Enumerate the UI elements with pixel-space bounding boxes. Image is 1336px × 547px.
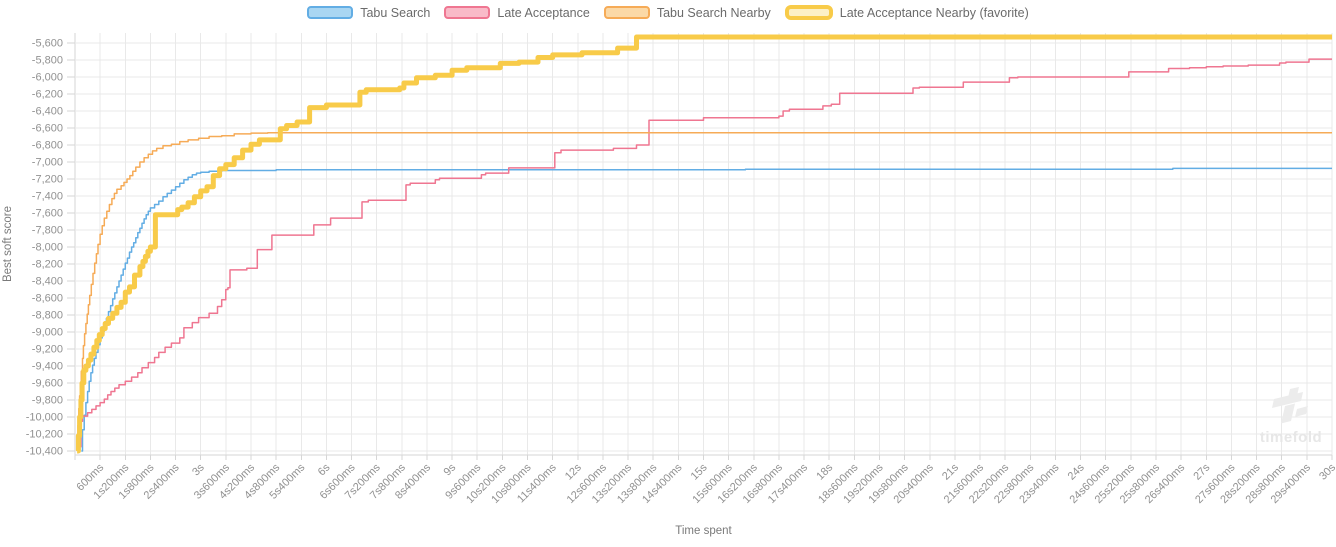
legend-label: Tabu Search Nearby <box>656 5 771 20</box>
svg-text:-8,600: -8,600 <box>32 293 63 305</box>
svg-text:-5,600: -5,600 <box>32 38 63 50</box>
series-line-tabu-search <box>81 167 1332 452</box>
legend-swatch-tabu-search <box>307 6 354 19</box>
chart-legend: Tabu Search Late Acceptance Tabu Search Ne… <box>0 5 1336 20</box>
svg-text:-9,800: -9,800 <box>32 395 63 407</box>
svg-text:-9,400: -9,400 <box>32 361 63 373</box>
svg-text:12s: 12s <box>563 461 584 482</box>
svg-text:18s: 18s <box>814 461 835 482</box>
svg-text:-5,800: -5,800 <box>32 55 63 67</box>
svg-text:-8,400: -8,400 <box>32 276 63 288</box>
svg-text:3s: 3s <box>190 461 207 478</box>
series-line-late-acceptance-nearby-favorite <box>75 34 1332 454</box>
svg-text:9s: 9s <box>442 461 459 478</box>
svg-text:-10,200: -10,200 <box>26 429 63 441</box>
svg-text:21s: 21s <box>940 461 961 482</box>
svg-text:-7,600: -7,600 <box>32 208 63 220</box>
svg-text:-9,000: -9,000 <box>32 327 63 339</box>
svg-text:-6,200: -6,200 <box>32 89 63 101</box>
legend-item-tabu-search[interactable]: Tabu Search <box>307 6 430 20</box>
svg-text:6s: 6s <box>316 461 333 478</box>
grid-lines <box>67 33 1333 460</box>
legend-item-late-acceptance-nearby-favorite[interactable]: Late Acceptance Nearby (favorite) <box>784 5 1029 20</box>
legend-label: Late Acceptance <box>497 5 590 20</box>
timefold-logo-icon <box>1272 387 1308 424</box>
svg-text:-8,800: -8,800 <box>32 310 63 322</box>
svg-text:27s: 27s <box>1191 461 1212 482</box>
legend-label: Tabu Search <box>360 5 431 20</box>
svg-text:-6,600: -6,600 <box>32 123 63 135</box>
x-axis-title: Time spent <box>675 525 732 537</box>
svg-text:-7,400: -7,400 <box>32 191 63 203</box>
svg-text:-9,200: -9,200 <box>32 344 63 356</box>
svg-text:-10,400: -10,400 <box>26 446 63 458</box>
y-axis-title: Best soft score <box>2 206 14 282</box>
svg-text:-6,000: -6,000 <box>32 72 63 84</box>
svg-text:-6,800: -6,800 <box>32 140 63 152</box>
svg-text:-6,400: -6,400 <box>32 106 63 118</box>
svg-text:-7,000: -7,000 <box>32 157 63 169</box>
legend-swatch-late-acceptance-nearby-favorite <box>784 5 833 20</box>
svg-text:-7,200: -7,200 <box>32 174 63 186</box>
svg-text:-7,800: -7,800 <box>32 225 63 237</box>
svg-text:-8,200: -8,200 <box>32 259 63 271</box>
legend-label: Late Acceptance Nearby (favorite) <box>839 5 1029 20</box>
series-line-late-acceptance <box>79 58 1332 448</box>
svg-text:15s: 15s <box>689 461 710 482</box>
series-line-tabu-search-nearby <box>77 131 1332 448</box>
legend-swatch-tabu-search-nearby <box>603 6 650 19</box>
legend-item-tabu-search-nearby[interactable]: Tabu Search Nearby <box>603 5 771 20</box>
watermark-text: timefold <box>1259 429 1323 446</box>
legend-item-late-acceptance[interactable]: Late Acceptance <box>444 5 590 20</box>
svg-text:-9,600: -9,600 <box>32 378 63 390</box>
svg-text:24s: 24s <box>1066 461 1087 482</box>
y-axis-labels: -5,600 -5,800 -6,000 -6,200 -6,400 -6,600 -6,8… <box>26 38 63 458</box>
svg-text:-10,000: -10,000 <box>26 412 63 424</box>
timefold-watermark: timefold <box>1254 387 1328 446</box>
legend-swatch-late-acceptance <box>444 6 491 19</box>
svg-text:30s: 30s <box>1317 461 1336 482</box>
svg-text:-8,000: -8,000 <box>32 242 63 254</box>
